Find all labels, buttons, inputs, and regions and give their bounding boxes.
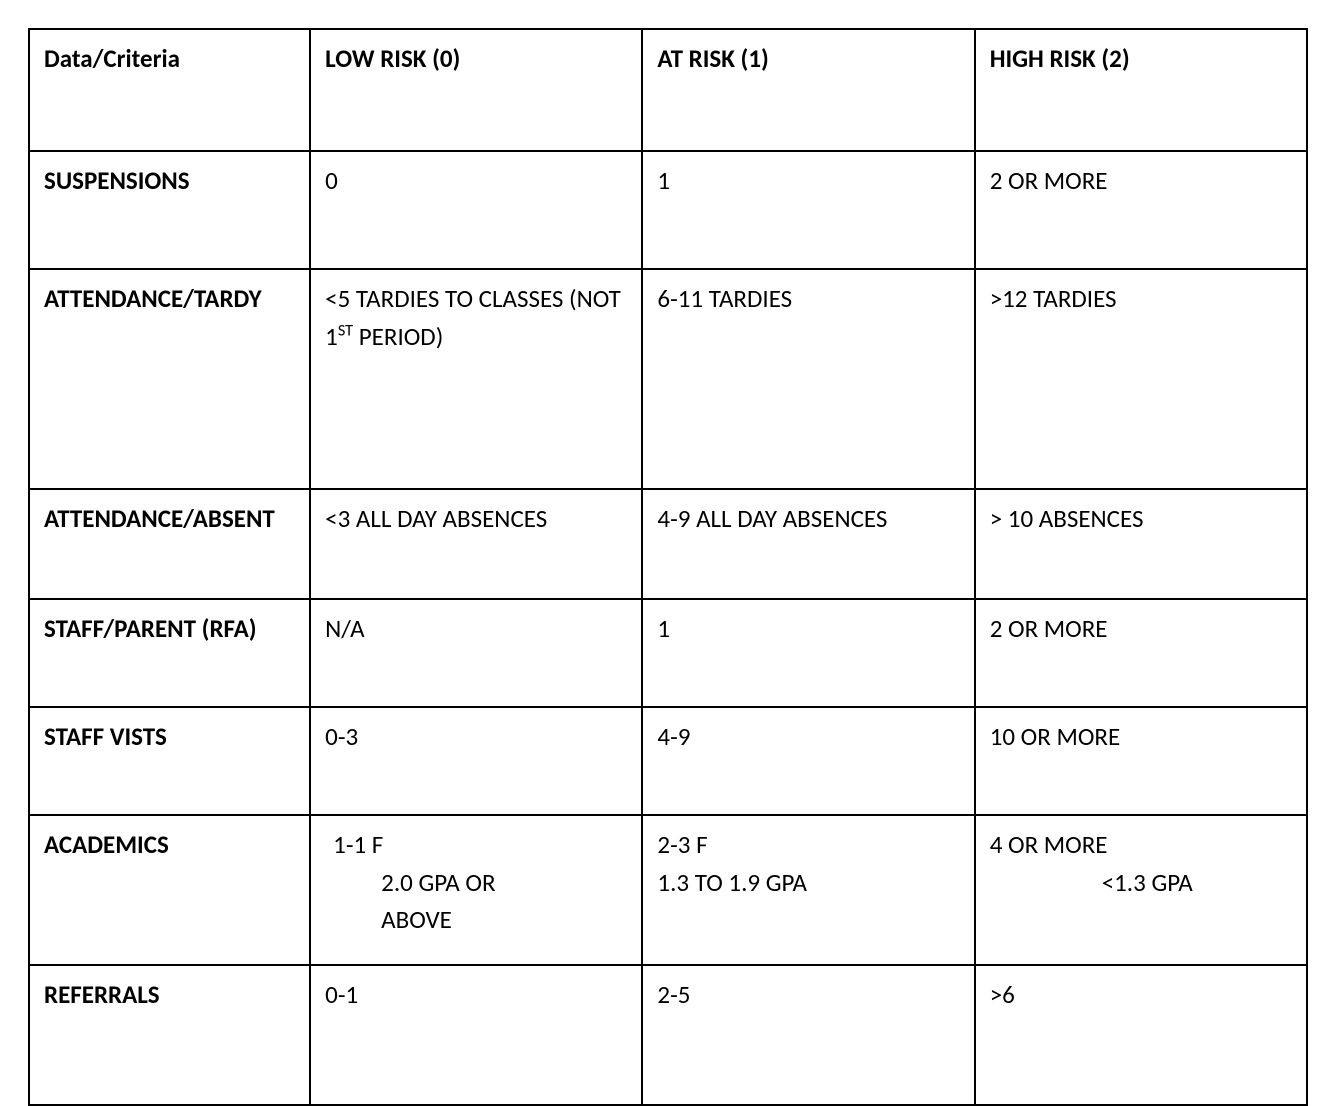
tardy-low: <5 TARDIES TO CLASSES (NOT 1ST PERIOD) [310, 269, 642, 489]
criteria-visits: STAFF VISTS [29, 707, 310, 815]
academics-low-line3: ABOVE [325, 901, 627, 939]
criteria-academics: ACADEMICS [29, 815, 310, 965]
academics-at-line2: 1.3 TO 1.9 GPA [657, 864, 959, 902]
row-staff-visits: STAFF VISTS 0-3 4-9 10 OR MORE [29, 707, 1307, 815]
visits-low: 0-3 [310, 707, 642, 815]
criteria-referrals: REFERRALS [29, 965, 310, 1105]
suspensions-at: 1 [642, 151, 974, 269]
tardy-low-sup: ST [338, 321, 353, 340]
rfa-at: 1 [642, 599, 974, 707]
visits-high: 10 OR MORE [975, 707, 1307, 815]
rfa-low: N/A [310, 599, 642, 707]
criteria-tardy: ATTENDANCE/TARDY [29, 269, 310, 489]
referrals-high: >6 [975, 965, 1307, 1105]
tardy-high: >12 TARDIES [975, 269, 1307, 489]
academics-high: 4 OR MORE <1.3 GPA [975, 815, 1307, 965]
row-staff-parent-rfa: STAFF/PARENT (RFA) N/A 1 2 OR MORE [29, 599, 1307, 707]
header-low-risk: LOW RISK (0) [310, 29, 642, 151]
suspensions-low: 0 [310, 151, 642, 269]
rfa-high: 2 OR MORE [975, 599, 1307, 707]
academics-high-line2: <1.3 GPA [990, 864, 1292, 902]
referrals-low: 0-1 [310, 965, 642, 1105]
risk-criteria-table: Data/Criteria LOW RISK (0) AT RISK (1) H… [28, 28, 1308, 1106]
absent-at: 4-9 ALL DAY ABSENCES [642, 489, 974, 599]
criteria-suspensions: SUSPENSIONS [29, 151, 310, 269]
academics-at-line1: 2-3 F [657, 826, 959, 864]
absent-high: > 10 ABSENCES [975, 489, 1307, 599]
row-attendance-tardy: ATTENDANCE/TARDY <5 TARDIES TO CLASSES (… [29, 269, 1307, 489]
header-criteria: Data/Criteria [29, 29, 310, 151]
visits-at: 4-9 [642, 707, 974, 815]
academics-at: 2-3 F 1.3 TO 1.9 GPA [642, 815, 974, 965]
tardy-low-suffix: PERIOD) [353, 321, 443, 352]
referrals-at: 2-5 [642, 965, 974, 1105]
row-academics: ACADEMICS 1-1 F 2.0 GPA OR ABOVE 2-3 F 1… [29, 815, 1307, 965]
row-suspensions: SUSPENSIONS 0 1 2 OR MORE [29, 151, 1307, 269]
table-header-row: Data/Criteria LOW RISK (0) AT RISK (1) H… [29, 29, 1307, 151]
tardy-at: 6-11 TARDIES [642, 269, 974, 489]
criteria-absent: ATTENDANCE/ABSENT [29, 489, 310, 599]
absent-low: <3 ALL DAY ABSENCES [310, 489, 642, 599]
academics-low-line2: 2.0 GPA OR [325, 864, 627, 902]
academics-low: 1-1 F 2.0 GPA OR ABOVE [310, 815, 642, 965]
criteria-rfa: STAFF/PARENT (RFA) [29, 599, 310, 707]
academics-low-line1: 1-1 F [325, 826, 627, 864]
row-attendance-absent: ATTENDANCE/ABSENT <3 ALL DAY ABSENCES 4-… [29, 489, 1307, 599]
header-at-risk: AT RISK (1) [642, 29, 974, 151]
academics-high-line1: 4 OR MORE [990, 826, 1292, 864]
header-high-risk: HIGH RISK (2) [975, 29, 1307, 151]
row-referrals: REFERRALS 0-1 2-5 >6 [29, 965, 1307, 1105]
suspensions-high: 2 OR MORE [975, 151, 1307, 269]
